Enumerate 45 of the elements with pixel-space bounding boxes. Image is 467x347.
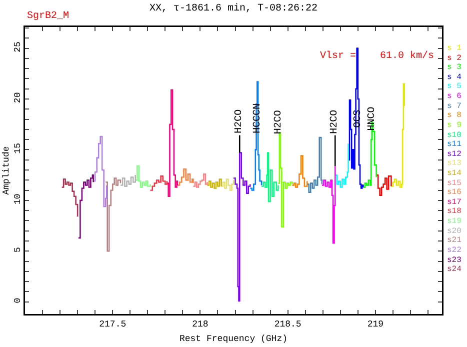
chart-subtitle: SgrB2_M bbox=[27, 11, 70, 22]
y-tick-label: 0 bbox=[12, 298, 23, 304]
y-tick-label: 10 bbox=[12, 194, 23, 204]
text: s 6 bbox=[447, 92, 462, 101]
text: s 3 bbox=[447, 63, 462, 72]
y-tick-label: 5 bbox=[12, 247, 23, 252]
annotation: H2CO bbox=[329, 110, 340, 134]
x-axis-title: Rest Frequency (GHz) bbox=[179, 334, 288, 344]
text: s21 bbox=[447, 236, 462, 245]
text: s 4 bbox=[447, 73, 462, 82]
text: s 2 bbox=[447, 54, 462, 63]
x-tick-label: 219 bbox=[367, 319, 384, 330]
text: s18 bbox=[447, 207, 462, 216]
text: s13 bbox=[447, 159, 462, 168]
text: s11 bbox=[447, 140, 462, 149]
text: s12 bbox=[447, 150, 462, 159]
text: s20 bbox=[447, 227, 462, 236]
annotation: HCCCN bbox=[252, 103, 264, 134]
x-tick-label: 217.5 bbox=[99, 319, 126, 330]
annotation: H2CO bbox=[234, 109, 245, 134]
text: s 1 bbox=[447, 44, 462, 53]
text: s 7 bbox=[447, 102, 462, 111]
text: s 9 bbox=[447, 121, 462, 130]
text: s 5 bbox=[447, 82, 462, 91]
y-tick-label: 25 bbox=[12, 42, 23, 52]
x-tick-label: 218.5 bbox=[274, 319, 302, 330]
text: s15 bbox=[447, 179, 462, 188]
text: s10 bbox=[447, 131, 462, 140]
text: s 8 bbox=[447, 111, 462, 120]
x-tick-label: 218 bbox=[192, 319, 208, 330]
text: s19 bbox=[447, 217, 462, 226]
text: s22 bbox=[447, 246, 462, 255]
chart-title: XX, τ-1861.6 min, T-08:26:22 bbox=[149, 2, 318, 14]
y-axis-title: Amplitude bbox=[2, 146, 12, 195]
y-tick-label: 15 bbox=[12, 142, 23, 154]
annotation: Vlsr = 61.0 km/s bbox=[320, 50, 434, 62]
y-tick-label: 20 bbox=[12, 92, 23, 104]
annotation: H2CO bbox=[274, 110, 285, 134]
text: s24 bbox=[447, 265, 462, 274]
text: s17 bbox=[447, 198, 462, 207]
annotation: HNCO bbox=[367, 106, 378, 131]
text: s14 bbox=[447, 169, 462, 178]
text: s23 bbox=[447, 256, 462, 265]
annotation: OCS bbox=[353, 110, 364, 128]
text: s16 bbox=[447, 188, 462, 197]
